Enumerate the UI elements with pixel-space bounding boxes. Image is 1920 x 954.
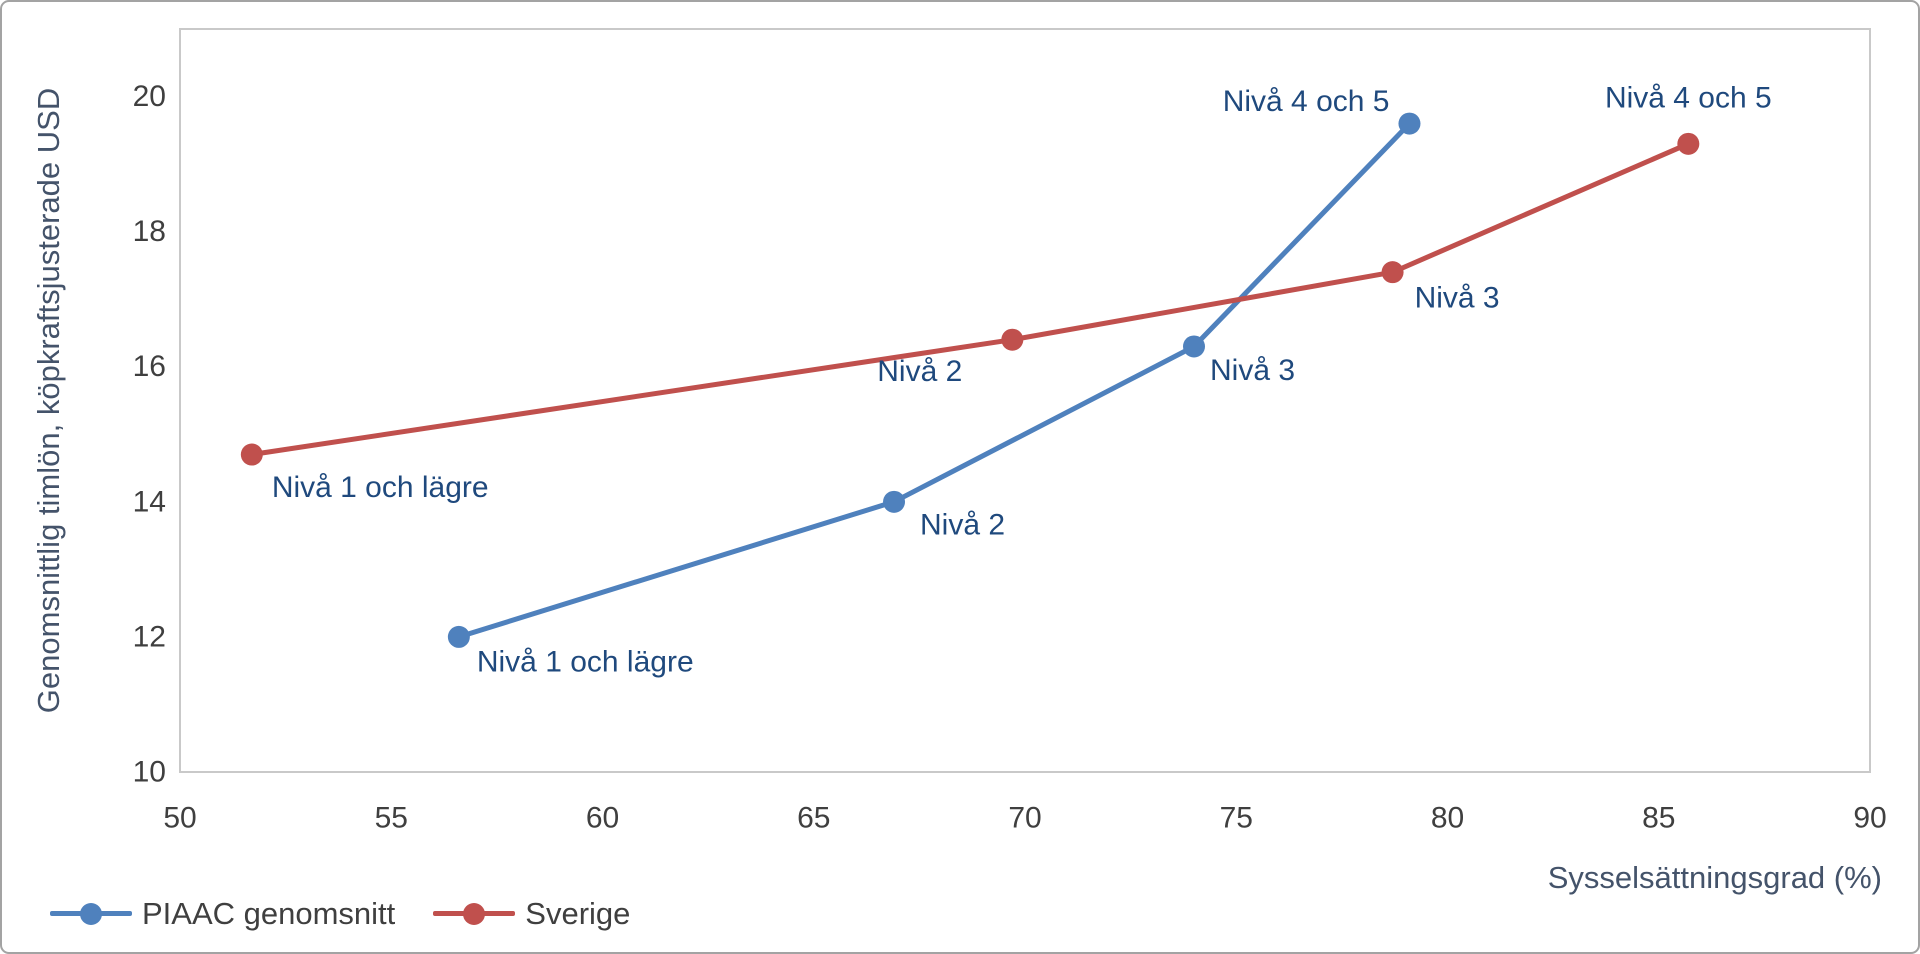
data-point xyxy=(1001,328,1024,351)
data-point xyxy=(1398,112,1421,135)
y-tick-label: 12 xyxy=(133,620,166,653)
data-point xyxy=(447,625,470,648)
y-tick-label: 20 xyxy=(133,80,166,113)
legend-item: PIAAC genomsnitt xyxy=(50,896,395,932)
legend-line-marker-icon xyxy=(433,903,516,925)
y-tick-label: 16 xyxy=(133,350,166,383)
data-point xyxy=(883,490,906,513)
x-tick-label: 75 xyxy=(1220,802,1253,835)
data-point xyxy=(240,443,263,466)
x-tick-label: 90 xyxy=(1853,802,1886,835)
data-point-label: Nivå 1 och lägre xyxy=(272,471,489,504)
x-tick-label: 50 xyxy=(163,802,196,835)
legend-line-marker-icon xyxy=(50,903,132,925)
legend-label: PIAAC genomsnitt xyxy=(142,896,396,931)
x-axis-title: Sysselsättningsgrad (%) xyxy=(1547,860,1882,895)
legend-item: Sverige xyxy=(433,896,630,932)
plot-area xyxy=(179,28,1871,773)
legend-label: Sverige xyxy=(525,896,631,931)
data-point-label: Nivå 1 och lägre xyxy=(477,645,694,678)
data-point xyxy=(1183,335,1205,358)
data-point-label: Nivå 3 xyxy=(1415,282,1500,315)
x-tick-label: 85 xyxy=(1642,802,1675,835)
data-point-label: Nivå 2 xyxy=(920,508,1005,541)
data-point xyxy=(1381,261,1404,284)
series-line xyxy=(249,141,1691,457)
data-point xyxy=(1677,132,1700,155)
y-tick-label: 14 xyxy=(133,485,166,518)
series-line xyxy=(456,121,1412,640)
x-tick-label: 60 xyxy=(586,802,619,835)
x-tick-label: 65 xyxy=(797,802,830,835)
data-point-label: Nivå 2 xyxy=(877,355,962,388)
x-tick-label: 80 xyxy=(1431,802,1464,835)
data-point-label: Nivå 3 xyxy=(1210,354,1295,387)
legend: PIAAC genomsnitt Sverige xyxy=(50,896,630,932)
data-point-label: Nivå 4 och 5 xyxy=(1223,85,1390,118)
y-tick-label: 10 xyxy=(133,756,166,789)
y-axis-title: Genomsnittlig timlön, köpkraftsjusterade… xyxy=(31,87,66,714)
y-tick-label: 18 xyxy=(133,215,166,248)
x-tick-label: 55 xyxy=(375,802,408,835)
x-tick-label: 70 xyxy=(1008,802,1041,835)
data-point-label: Nivå 4 och 5 xyxy=(1605,81,1772,114)
